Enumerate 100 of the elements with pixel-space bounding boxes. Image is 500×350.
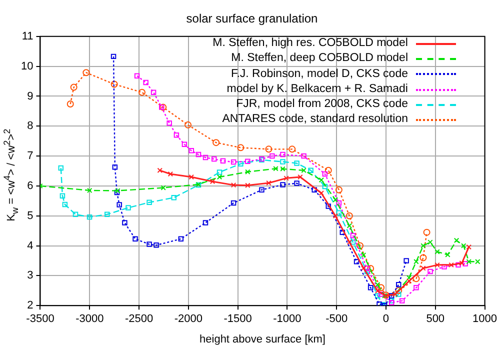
point xyxy=(466,259,472,264)
point xyxy=(388,293,394,298)
legend-label: F.J. Robinson, model D, CKS code xyxy=(230,66,408,82)
point xyxy=(364,266,370,271)
point xyxy=(280,166,286,172)
x-axis-title: height above surface [km] xyxy=(200,333,326,346)
y-tick-label: 4 xyxy=(27,240,34,252)
point xyxy=(273,166,278,172)
point xyxy=(354,259,360,264)
point xyxy=(406,275,412,280)
legend-label: M. Steffen, deep CO5BOLD model xyxy=(231,51,408,66)
point xyxy=(350,232,356,238)
point xyxy=(374,282,380,288)
point xyxy=(216,170,222,175)
point xyxy=(399,298,405,304)
point xyxy=(245,169,250,175)
point xyxy=(238,161,244,166)
point xyxy=(461,243,466,248)
point xyxy=(301,168,306,174)
point xyxy=(356,242,364,250)
point xyxy=(294,180,300,186)
point xyxy=(188,174,194,180)
point xyxy=(237,144,244,152)
point xyxy=(112,164,118,170)
point xyxy=(188,148,194,154)
point xyxy=(350,240,356,245)
point xyxy=(414,259,419,264)
point xyxy=(157,168,162,174)
point xyxy=(212,139,220,146)
point xyxy=(62,202,68,208)
point xyxy=(448,262,454,268)
point xyxy=(280,152,286,158)
y-tick-label: 5 xyxy=(27,210,34,222)
point xyxy=(378,284,385,292)
point xyxy=(159,104,164,110)
point xyxy=(367,265,374,272)
point xyxy=(110,54,116,60)
point xyxy=(475,259,480,264)
point xyxy=(420,266,426,271)
point xyxy=(202,154,208,160)
point xyxy=(168,171,174,177)
point xyxy=(60,193,66,198)
point xyxy=(346,240,352,245)
point xyxy=(336,200,342,206)
point xyxy=(340,230,346,235)
point xyxy=(336,210,342,216)
point xyxy=(374,293,380,298)
point xyxy=(138,88,146,96)
point xyxy=(230,159,236,165)
x-tick-label: -3000 xyxy=(76,313,104,326)
point xyxy=(322,184,328,190)
point xyxy=(143,80,148,86)
point xyxy=(132,236,138,242)
point xyxy=(332,213,338,218)
point xyxy=(445,252,450,258)
point xyxy=(110,80,118,88)
point xyxy=(259,187,264,192)
y-tick-label: 8 xyxy=(27,120,34,132)
point xyxy=(266,180,272,186)
point xyxy=(160,104,167,111)
point xyxy=(146,242,152,247)
legend-label: FJR, model from 2008, CKS code xyxy=(236,97,408,112)
point xyxy=(288,146,296,153)
point xyxy=(70,84,78,91)
point xyxy=(220,158,226,164)
x-tick-label: 500 xyxy=(426,313,445,326)
point xyxy=(434,262,440,268)
x-tick-label: -2000 xyxy=(174,313,202,326)
y-tick-label: 2 xyxy=(27,300,34,312)
point xyxy=(456,262,461,268)
x-tick-label: -1000 xyxy=(273,313,302,326)
point xyxy=(368,285,374,290)
point xyxy=(184,121,192,128)
point xyxy=(265,146,272,153)
point xyxy=(280,159,286,164)
legend-label: M. Steffen, high res. CO5BOLD model xyxy=(212,36,408,51)
point xyxy=(378,292,384,297)
point xyxy=(420,243,426,248)
y-tick-label: 9 xyxy=(27,90,34,102)
point xyxy=(284,176,289,181)
point xyxy=(346,212,353,220)
point xyxy=(428,268,433,274)
point xyxy=(346,223,352,228)
point xyxy=(428,240,433,245)
point xyxy=(202,220,208,226)
y-tick-label: 10 xyxy=(20,60,34,72)
point xyxy=(294,160,300,166)
point xyxy=(72,212,78,217)
point xyxy=(423,228,430,236)
point xyxy=(335,186,342,194)
point xyxy=(404,258,409,264)
point xyxy=(406,278,412,284)
point xyxy=(374,288,380,294)
point xyxy=(134,73,140,79)
point xyxy=(58,165,64,171)
point xyxy=(301,153,306,159)
point xyxy=(245,182,250,188)
y-tick-label: 3 xyxy=(27,270,34,282)
y-tick-label: 11 xyxy=(22,30,34,42)
chart-title: solar surface granulation xyxy=(186,12,318,26)
